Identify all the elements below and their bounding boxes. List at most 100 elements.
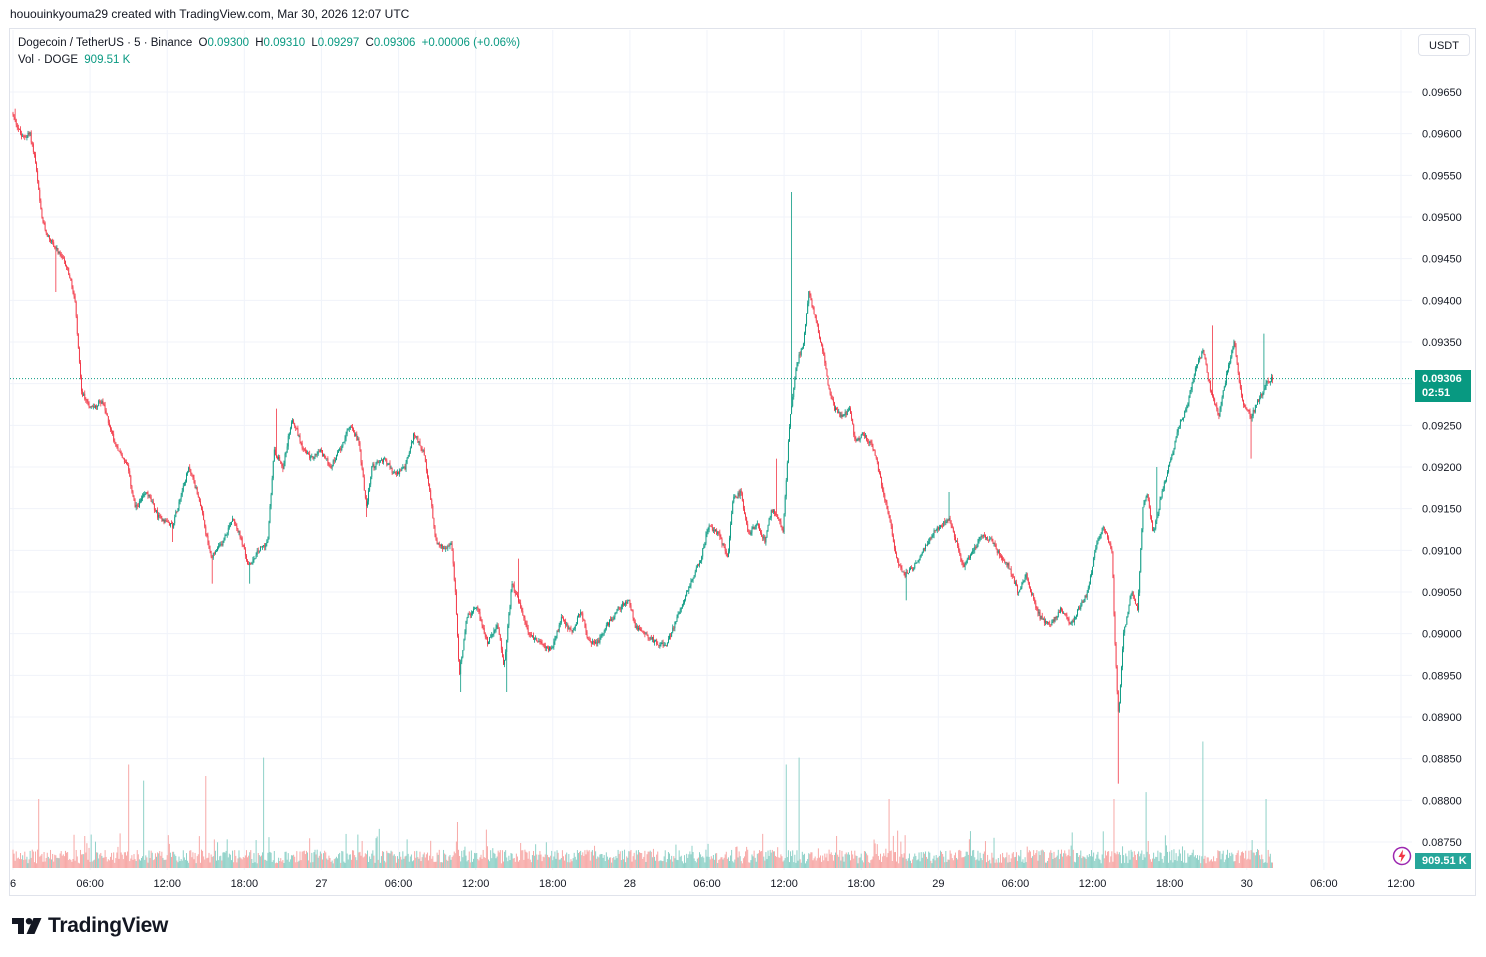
volume-bar: [978, 860, 980, 868]
candle-body: [149, 494, 151, 498]
volume-bar: [387, 852, 389, 868]
candle-body: [117, 446, 119, 451]
candle-body: [279, 456, 281, 461]
price-tick-label: 0.09100: [1422, 545, 1462, 557]
candle-body: [753, 527, 755, 530]
candle-body: [733, 496, 735, 503]
volume-bar: [1210, 859, 1212, 868]
volume-bar: [183, 857, 185, 868]
volume-bar: [740, 861, 742, 868]
volume-bar: [887, 853, 889, 868]
volume-bar: [81, 854, 83, 868]
volume-bar: [103, 857, 105, 868]
volume-bar: [1244, 858, 1246, 868]
candle-body: [254, 558, 256, 560]
tradingview-logo[interactable]: TradingView: [12, 914, 168, 938]
volume-bar: [597, 856, 599, 868]
candle-body: [195, 487, 197, 489]
candle-body: [804, 332, 805, 344]
candle-body: [1237, 363, 1239, 373]
time-tick-label: 12:00: [462, 878, 490, 890]
volume-bar: [444, 853, 446, 868]
volume-bar: [119, 833, 121, 868]
candle-body: [978, 539, 980, 541]
volume-bar: [57, 857, 59, 868]
candle-body: [97, 405, 99, 407]
candle-body: [497, 625, 499, 629]
volume-bar: [516, 856, 518, 868]
candle-body: [458, 636, 459, 660]
candle-body: [125, 462, 126, 463]
candle-body: [447, 545, 449, 549]
candle-body: [877, 461, 879, 472]
candle-body: [416, 436, 418, 438]
candle-body: [28, 132, 30, 135]
candle-body: [843, 414, 845, 416]
volume-bar: [739, 856, 741, 868]
volume-bar: [430, 840, 432, 868]
volume-bar: [145, 855, 147, 868]
candle-body: [105, 410, 107, 414]
volume-bar: [96, 852, 98, 868]
candle-body: [448, 545, 450, 547]
volume-bar: [1130, 849, 1132, 868]
volume-bar: [920, 852, 922, 868]
volume-bar: [896, 861, 898, 868]
candle-body: [303, 449, 305, 450]
volume-bar: [361, 840, 363, 868]
candle-body: [1051, 621, 1053, 626]
volume-bar: [15, 851, 17, 868]
volume-bar: [1129, 859, 1131, 868]
candle-body: [872, 446, 874, 450]
candle-body: [833, 402, 835, 411]
volume-label[interactable]: Vol · DOGE: [18, 54, 79, 66]
candle-body: [664, 645, 666, 646]
volume-bar: [1157, 850, 1159, 868]
volume-bar: [1071, 832, 1073, 868]
volume-bar: [908, 853, 910, 868]
lightning-icon[interactable]: [1392, 846, 1412, 866]
volume-bar: [758, 850, 760, 868]
volume-bar: [352, 850, 354, 868]
currency-button[interactable]: USDT: [1418, 34, 1470, 56]
volume-bar: [1036, 850, 1038, 868]
volume-bar: [1119, 854, 1121, 868]
candle-body: [520, 602, 522, 608]
volume-bar: [983, 851, 985, 868]
candle-body: [342, 442, 344, 447]
volume-bar: [1207, 857, 1209, 868]
volume-bar: [98, 858, 100, 868]
volume-bar: [632, 856, 634, 868]
candle-body: [1079, 607, 1081, 610]
candle-body: [128, 465, 130, 471]
volume-bar: [235, 855, 237, 868]
candle-body: [104, 404, 106, 411]
candle-body: [1149, 507, 1151, 517]
candle-body: [1007, 563, 1009, 566]
volume-bar: [1078, 856, 1080, 868]
volume-bar: [530, 862, 532, 868]
candle-body: [1129, 598, 1131, 606]
candle-body: [979, 537, 981, 540]
volume-bar: [515, 853, 517, 868]
candle-body: [281, 463, 283, 467]
symbol-title[interactable]: Dogecoin / TetherUS · 5 · Binance: [18, 37, 193, 49]
candle-body: [1082, 601, 1084, 603]
volume-bar: [619, 851, 621, 868]
volume-bar: [13, 853, 15, 868]
candle-body: [375, 462, 377, 467]
candle-body: [480, 619, 482, 621]
volume-bar: [847, 852, 849, 868]
volume-bar: [514, 861, 516, 868]
volume-bar: [1063, 853, 1065, 868]
price-tick-label: 0.09200: [1422, 462, 1462, 474]
candle-body: [768, 518, 770, 525]
candle-body: [772, 510, 774, 513]
volume-bar: [358, 852, 360, 868]
volume-bar: [329, 858, 331, 868]
candle-body: [407, 456, 409, 458]
volume-bar: [36, 863, 38, 868]
volume-bar: [1260, 859, 1262, 868]
volume-bar: [1183, 862, 1185, 868]
